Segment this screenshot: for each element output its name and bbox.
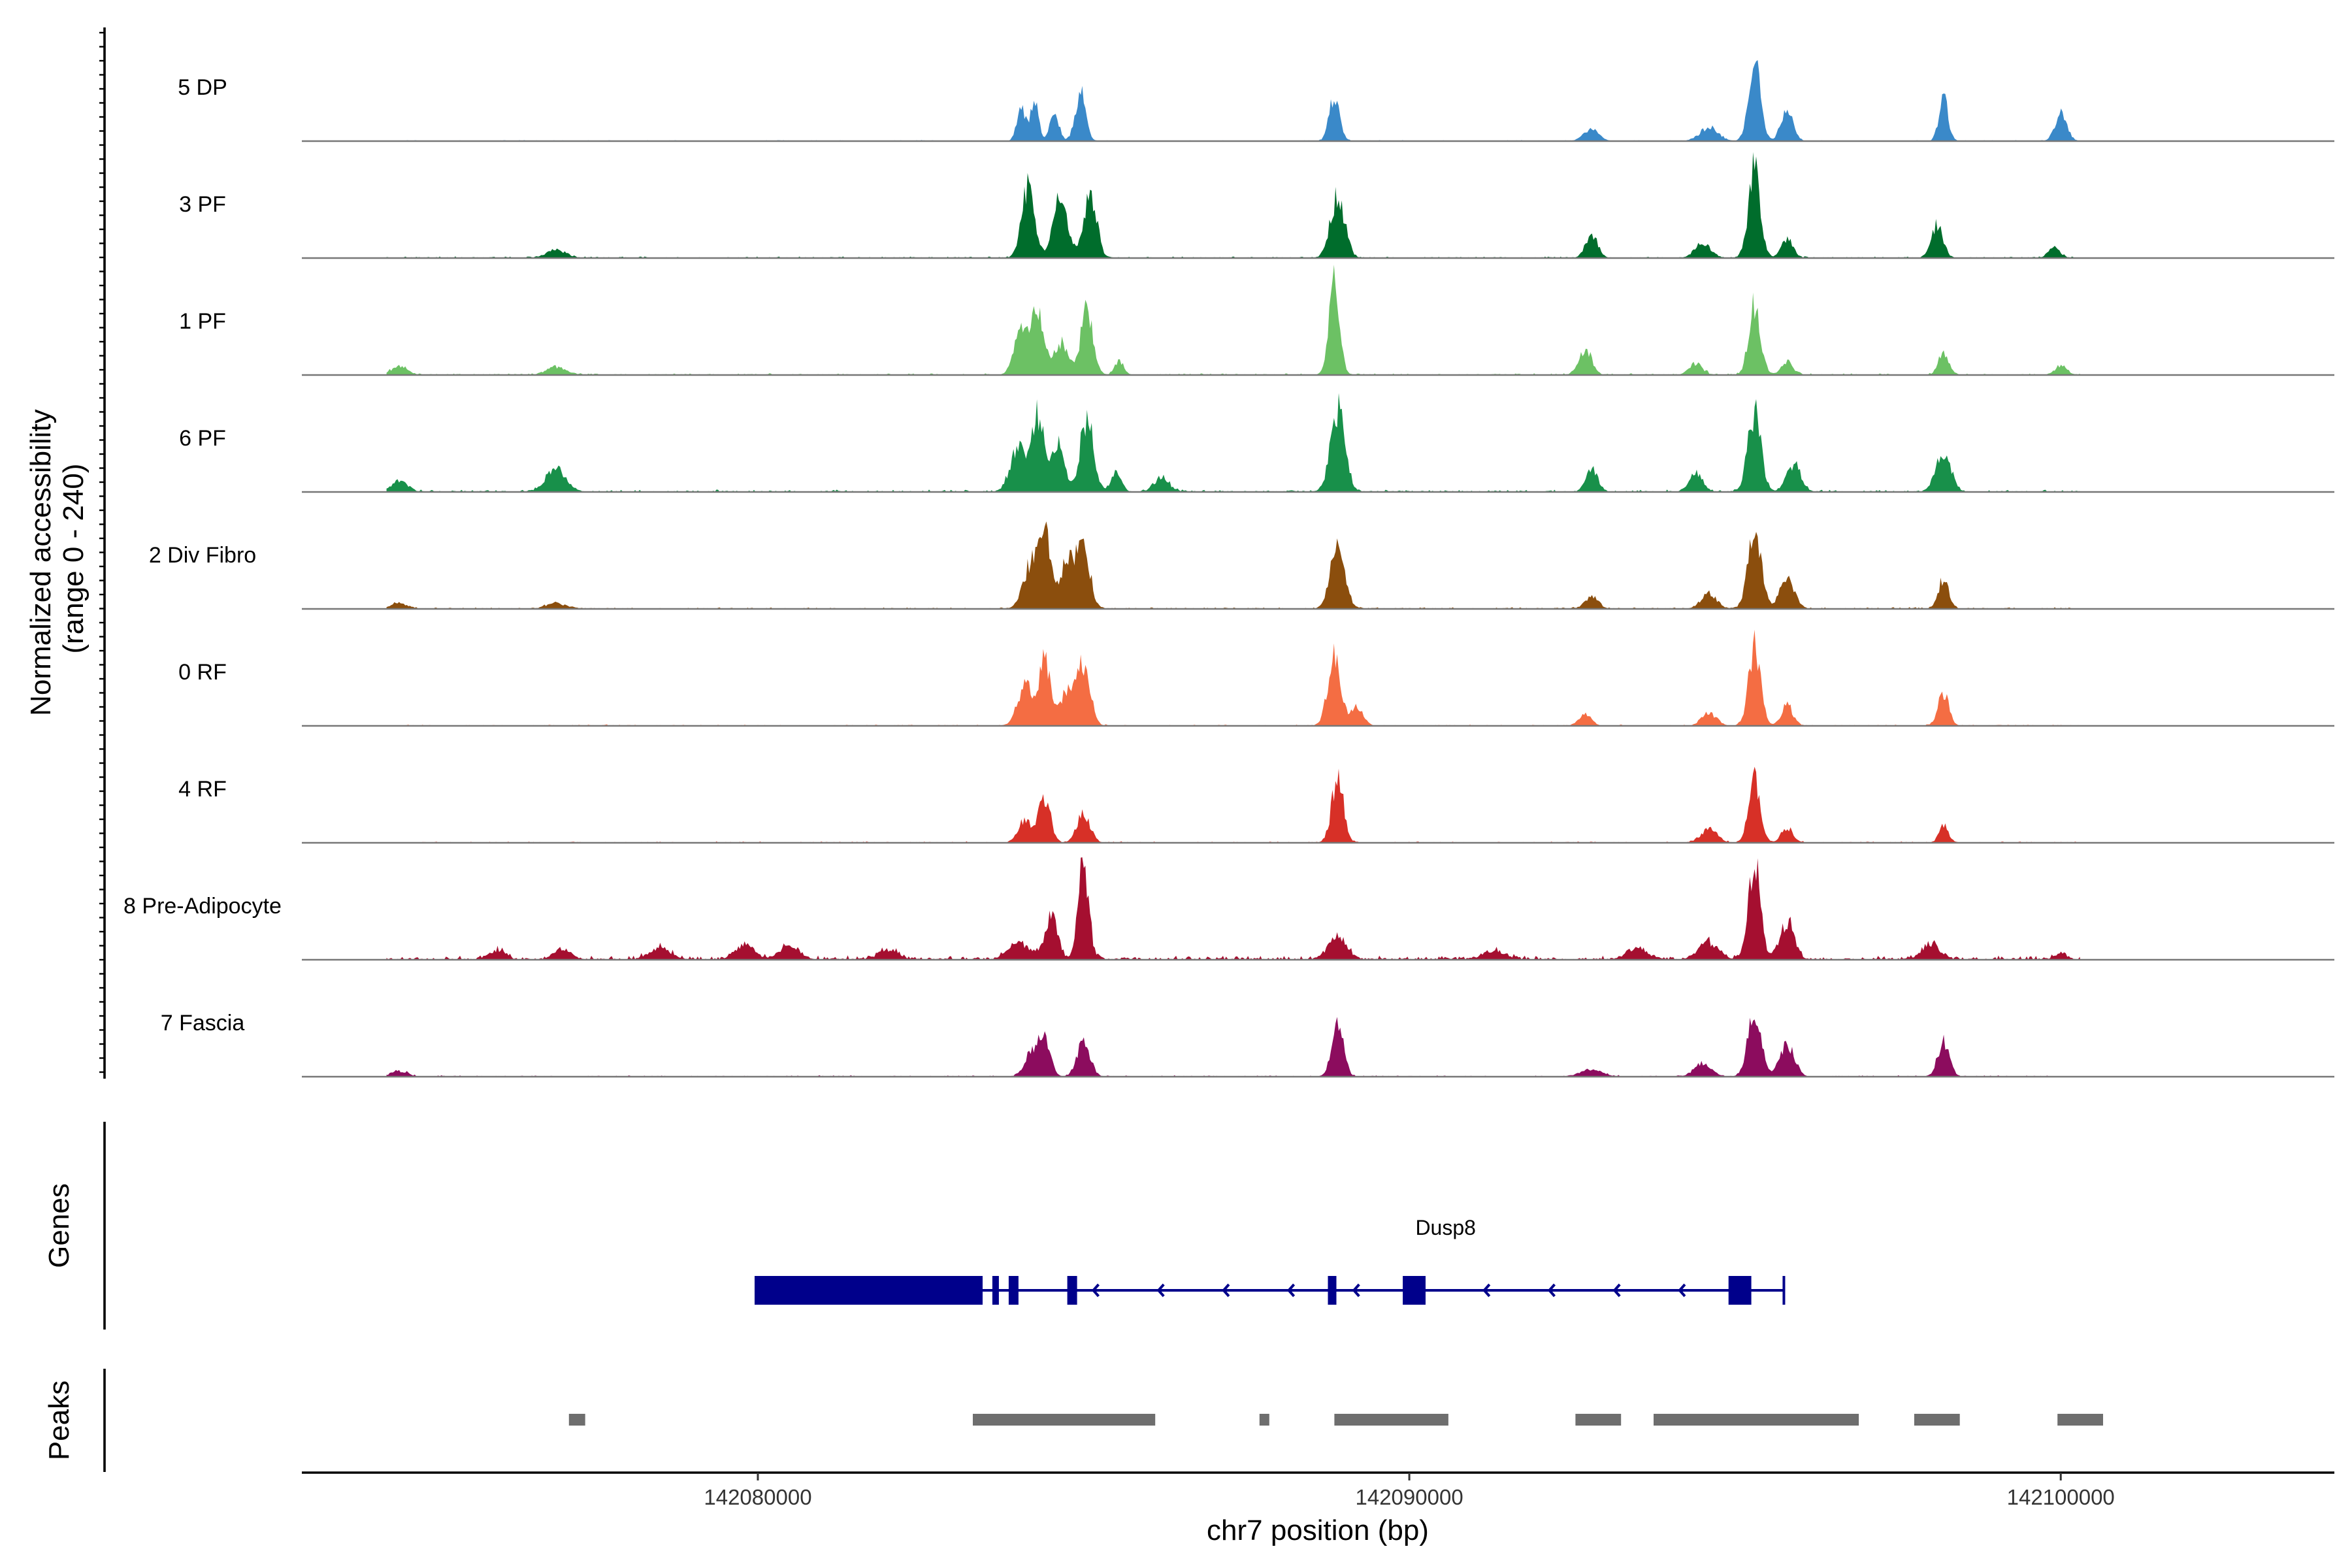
coverage-area-2-div-fibro — [386, 521, 2081, 609]
genes-panel-label: Genes — [43, 1183, 75, 1268]
strand-chevron — [1222, 1283, 1230, 1298]
strand-chevron — [1156, 1283, 1165, 1298]
peak-region — [973, 1414, 1156, 1426]
peak-region — [1914, 1414, 1960, 1426]
track-label: 5 DP — [178, 75, 227, 100]
x-axis-ticks: 142080000 142090000 142100000 — [704, 1473, 2115, 1509]
coverage-area-4-rf — [386, 766, 2081, 843]
track-7-fascia: 7 Fascia — [161, 1011, 2334, 1078]
peak-region — [1259, 1414, 1269, 1426]
track-3-pf: 3 PF — [179, 152, 2334, 259]
track-label: 0 RF — [178, 660, 227, 685]
track-4-rf: 4 RF — [178, 766, 2334, 844]
gene-exon — [1328, 1276, 1337, 1305]
track-0-rf: 0 RF — [178, 629, 2334, 727]
track-label: 8 Pre-Adipocyte — [123, 894, 282, 919]
coverage-area-3-pf — [386, 152, 2081, 258]
coverage-area-5-dp — [386, 60, 2081, 141]
track-label: 1 PF — [179, 309, 226, 334]
strand-chevron — [1091, 1283, 1100, 1298]
gene-exon — [992, 1276, 999, 1305]
strand-chevron — [1482, 1283, 1491, 1298]
track-label: 2 Div Fibro — [149, 543, 256, 568]
peak-region — [1654, 1414, 1859, 1426]
peak-region — [1334, 1414, 1448, 1426]
gene-exon — [1728, 1276, 1752, 1305]
accessibility-tracks: 5 DP 3 PF 1 PF 6 PF 2 Div Fibro 0 RF 4 RF 8 Pre… — [123, 60, 2334, 1078]
gene-exon — [1403, 1276, 1426, 1305]
peak-region — [568, 1414, 585, 1426]
strand-chevron — [1612, 1283, 1621, 1298]
gene-label: Dusp8 — [1415, 1216, 1476, 1239]
y-axis-title-line1: Normalized accessibility — [25, 409, 57, 715]
y-axis-title: Normalized accessibility (range 0 - 240) — [25, 401, 90, 716]
gene-dusp8: Dusp8 — [754, 1216, 1786, 1305]
x-tick-label: 142100000 — [2007, 1485, 2115, 1509]
peak-region — [1575, 1414, 1622, 1426]
track-5-dp: 5 DP — [178, 60, 2334, 142]
track-8-pre-adipocyte: 8 Pre-Adipocyte — [123, 857, 2334, 961]
x-axis-title: chr7 position (bp) — [1207, 1514, 1429, 1546]
x-tick-label: 142090000 — [1356, 1485, 1463, 1509]
track-1-pf: 1 PF — [179, 265, 2334, 376]
strand-chevron — [1352, 1283, 1360, 1298]
gene-exon — [1008, 1276, 1019, 1305]
track-label: 7 Fascia — [161, 1011, 245, 1036]
track-6-pf: 6 PF — [179, 393, 2334, 493]
coverage-area-6-pf — [386, 393, 2081, 492]
track-label: 6 PF — [179, 426, 226, 451]
coverage-area-1-pf — [386, 265, 2081, 375]
coverage-area-7-fascia — [386, 1017, 2081, 1077]
coverage-area-8-pre-adipocyte — [386, 857, 2081, 960]
peaks-track — [568, 1414, 2103, 1426]
peak-region — [2057, 1414, 2103, 1426]
gene-annotation-track: Dusp8 — [754, 1216, 1786, 1305]
gene-exon — [1067, 1276, 1077, 1305]
strand-chevron — [1286, 1283, 1296, 1298]
tracks-y-axis-ticks — [99, 31, 105, 1073]
coverage-area-0-rf — [386, 629, 2081, 726]
peaks-panel-label: Peaks — [43, 1380, 75, 1460]
track-label: 3 PF — [179, 192, 226, 217]
gene-exon — [755, 1276, 983, 1305]
strand-chevron — [1547, 1283, 1556, 1298]
track-label: 4 RF — [178, 777, 227, 802]
strand-chevron — [1678, 1283, 1686, 1298]
track-2-div-fibro: 2 Div Fibro — [149, 521, 2334, 610]
y-axis-title-line2: (range 0 - 240) — [57, 463, 90, 653]
x-tick-label: 142080000 — [704, 1485, 811, 1509]
